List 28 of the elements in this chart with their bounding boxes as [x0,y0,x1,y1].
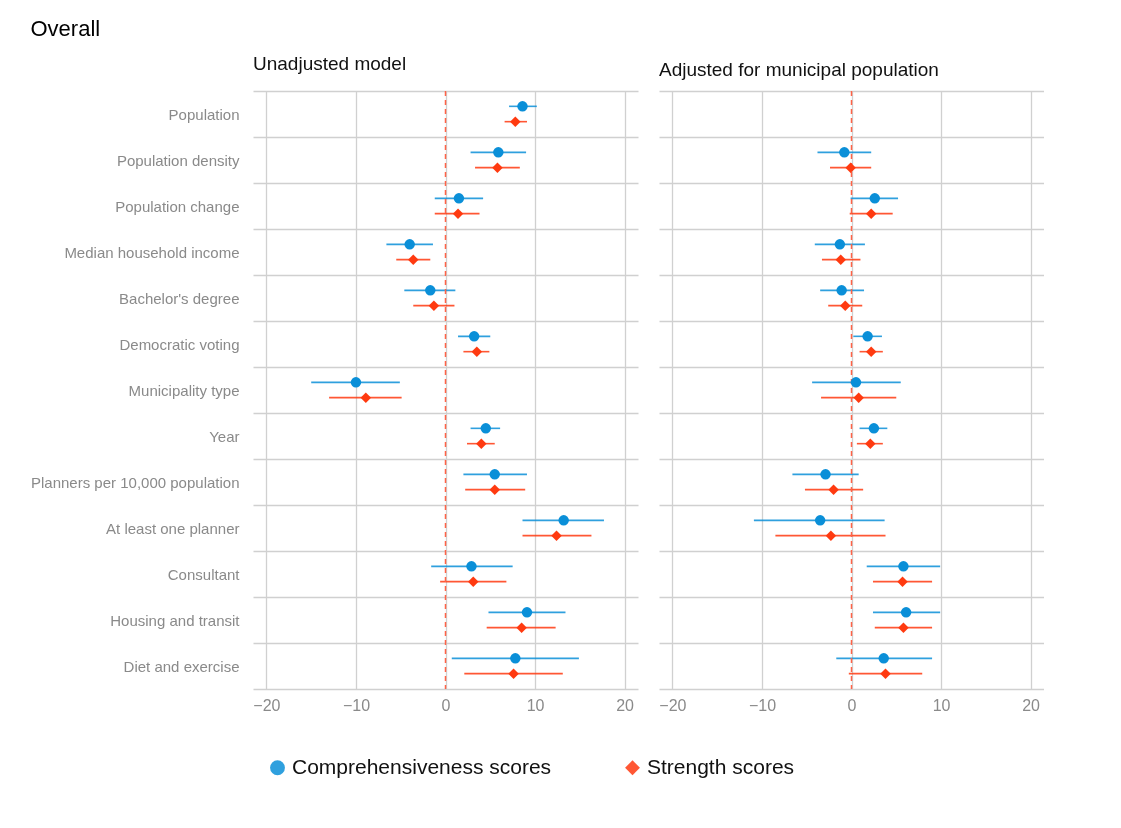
x-tick-label: 10 [932,696,951,714]
y-tick-label: Median household income [64,243,240,261]
y-tick-label: Diet and exercise [123,657,240,675]
x-tick-label: −10 [342,696,371,714]
y-tick-label: Year [209,427,240,445]
y-tick-label: Housing and transit [110,611,241,629]
chart-subtitle: Unadjusted model [253,53,407,74]
y-tick-label: Bachelor's degree [119,289,240,307]
chart-subtitle: Adjusted for municipal population [659,59,939,81]
y-tick-label: Population [168,105,240,123]
legend-label: Strength scores [647,754,795,778]
x-tick-label: −20 [659,696,687,714]
y-tick-label: At least one planner [106,519,240,537]
y-tick-label: Consultant [167,565,241,583]
text: Overall [30,16,101,41]
y-tick-label: Municipality type [128,381,240,399]
x-tick-label: −10 [748,696,777,714]
y-tick-label: Population density [116,151,240,169]
x-tick-label: −20 [253,696,281,714]
y-tick-label: Planners per 10,000 population [31,473,240,491]
x-tick-label: 20 [616,696,635,714]
x-tick-label: 10 [526,696,545,714]
x-tick-label: 20 [1022,696,1041,714]
y-tick-label: Population change [115,197,240,215]
x-tick-label: 0 [847,696,857,714]
y-tick-label: Democratic voting [119,335,240,353]
legend-label: Comprehensiveness scores [292,754,552,778]
x-tick-label: 0 [441,696,451,714]
